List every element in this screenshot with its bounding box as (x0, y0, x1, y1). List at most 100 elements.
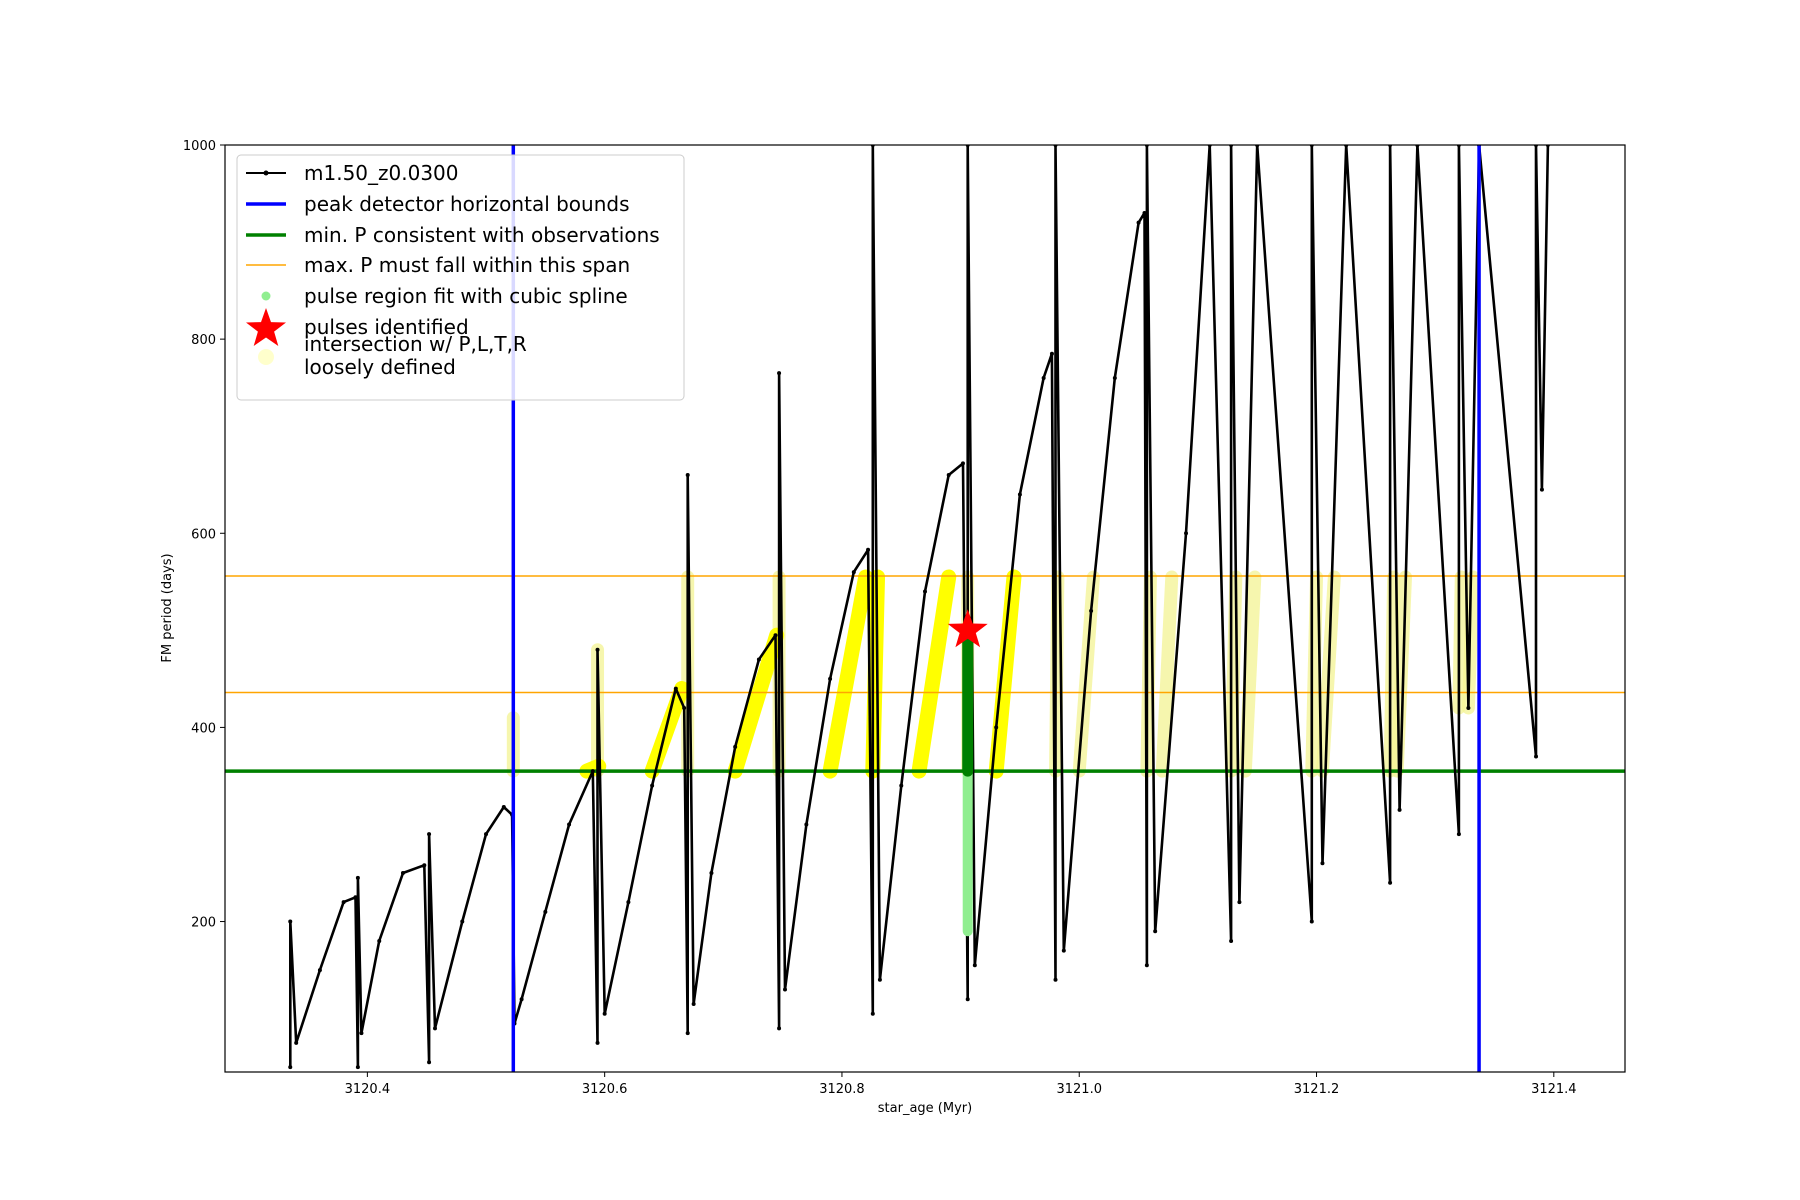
series-point-0-50 (946, 473, 951, 478)
series-point-0-47 (877, 977, 882, 982)
series-point-0-5 (353, 895, 358, 900)
legend-handle-4 (261, 291, 271, 301)
series-point-0-48 (899, 783, 904, 788)
series-point-0-40 (783, 987, 787, 992)
series-point-0-27 (626, 900, 631, 905)
legend-label-0: m1.50_z0.0300 (304, 161, 459, 185)
series-point-0-66 (1144, 963, 1149, 968)
x-axis-label: star_age (Myr) (878, 1101, 972, 1116)
plot-area (225, 145, 1625, 1072)
series-point-0-86 (1456, 832, 1461, 837)
series-point-0-59 (1053, 977, 1058, 982)
series-point-0-34 (709, 871, 714, 876)
series-point-0-29 (673, 686, 678, 691)
legend-item-4: pulse region fit with cubic spline (261, 284, 628, 308)
series-point-0-42 (828, 676, 833, 681)
series-point-0-0 (288, 1065, 293, 1070)
series-point-0-71 (1229, 938, 1234, 943)
series-point-0-54 (972, 963, 977, 968)
series-point-0-52 (965, 997, 970, 1002)
series-point-0-81 (1388, 880, 1393, 885)
legend-box (236, 154, 685, 401)
series-point-0-57 (1041, 375, 1046, 380)
y-tick-label-4: 1000 (183, 139, 216, 154)
y-tick-label-3: 800 (191, 333, 216, 348)
series-point-0-44 (866, 547, 871, 552)
series-point-0-14 (433, 1026, 437, 1031)
horizontal-lines-layer (225, 575, 1625, 773)
legend-item-3: max. P must fall within this span (246, 253, 630, 277)
series-point-0-38 (777, 1026, 782, 1031)
plot-frame (224, 144, 1626, 1073)
intersection-bright-band-2 (727, 627, 785, 779)
series-point-0-17 (501, 805, 506, 810)
series-point-0-10 (400, 871, 405, 876)
x-tick-label-1: 3120.6 (582, 1082, 628, 1097)
series-point-0-73 (1237, 900, 1242, 905)
series-point-0-2 (294, 1040, 299, 1045)
series-point-0-11 (422, 863, 427, 868)
series-point-0-93 (1539, 487, 1544, 492)
series-point-0-78 (1320, 861, 1325, 866)
series-point-0-45 (870, 1011, 875, 1016)
series-point-0-39 (777, 371, 782, 376)
series-point-0-68 (1153, 929, 1158, 934)
legend-item-0: m1.50_z0.0300 (246, 161, 459, 185)
y-axis: 200 400 600 800 1000 (183, 139, 225, 931)
intersection-bright-band-6 (988, 569, 1022, 779)
x-tick-label-5: 3121.4 (1531, 1082, 1577, 1097)
legend-handle-5 (246, 308, 286, 346)
legend-label-5: pulses identified (304, 315, 469, 339)
intersection-bright-band-5 (911, 569, 957, 779)
pulse-star-0 (947, 609, 988, 648)
pulses-layer (947, 609, 988, 648)
series-point-0-7 (355, 875, 360, 880)
series-point-0-63 (1112, 375, 1117, 380)
legend-label-1: peak detector horizontal bounds (304, 192, 630, 216)
series-point-0-20 (519, 997, 524, 1002)
legend-item-1: peak detector horizontal bounds (246, 192, 630, 216)
series-point-0-30 (682, 705, 687, 710)
series-point-0-9 (377, 938, 382, 943)
legend-label-2: min. P consistent with observations (304, 223, 660, 247)
series-point-0-21 (543, 909, 548, 914)
series-point-0-49 (923, 589, 927, 594)
series-point-0-36 (756, 657, 761, 662)
series-point-0-8 (359, 1031, 364, 1036)
series-point-0-55 (994, 725, 999, 730)
intersection-bright-band-3 (822, 569, 874, 779)
series-point-0-4 (341, 900, 346, 905)
series-point-0-1 (288, 919, 293, 924)
series-point-0-6 (355, 1065, 360, 1070)
series-point-0-51 (960, 461, 965, 466)
series-point-0-33 (691, 1002, 696, 1007)
x-axis: 3120.4 3120.6 3120.8 3121.0 3121.2 3121.4 (345, 1072, 1577, 1097)
series-point-0-65 (1142, 210, 1147, 215)
intersection-pale-band-8 (1155, 570, 1179, 778)
series-point-0-62 (1089, 608, 1094, 613)
series-point-0-26 (602, 1011, 607, 1016)
y-tick-label-2: 600 (191, 527, 216, 542)
y-tick-label-1: 400 (191, 721, 216, 736)
series-point-0-13 (427, 832, 432, 837)
series-point-0-28 (650, 783, 655, 788)
series-point-0-31 (685, 1031, 690, 1036)
y-axis-label: FM period (days) (160, 553, 175, 662)
series-point-0-16 (484, 832, 489, 837)
legend-label-line-1: loosely defined (304, 355, 456, 379)
series-point-0-56 (1017, 492, 1022, 497)
series-point-0-24 (595, 1040, 600, 1045)
series-point-0-3 (317, 968, 322, 973)
series-point-0-58 (1049, 351, 1054, 356)
legend-item-2: min. P consistent with observations (246, 223, 660, 247)
series-point-0-23 (590, 769, 595, 774)
x-tick-label-2: 3120.8 (819, 1082, 865, 1097)
series-point-0-37 (773, 633, 778, 638)
series-point-0-83 (1397, 807, 1402, 812)
legend-label-6: intersection w/ P,L,T,R loosely defined (304, 332, 527, 379)
legend-item-5: pulses identified (246, 308, 469, 346)
series-point-0-25 (595, 647, 600, 652)
series-point-0-41 (804, 822, 809, 827)
series-point-0-61 (1061, 948, 1066, 953)
